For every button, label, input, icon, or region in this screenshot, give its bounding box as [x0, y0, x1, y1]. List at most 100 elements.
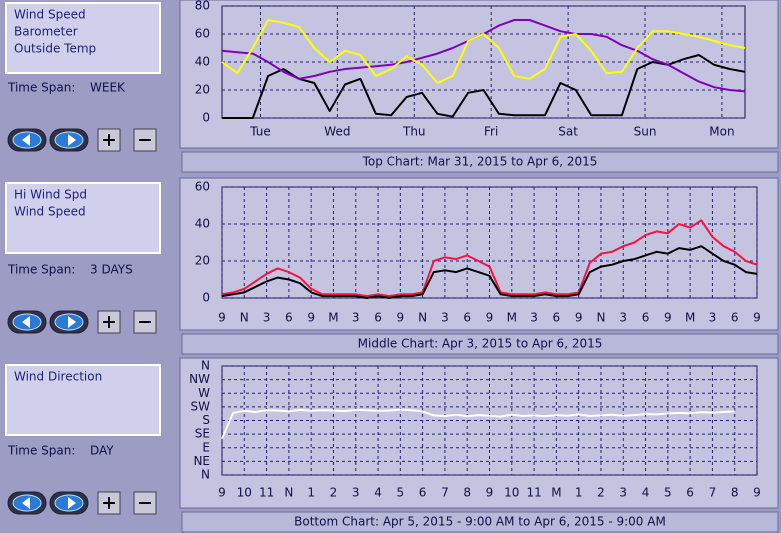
- legend-entry: Outside Temp: [14, 42, 96, 56]
- time-span-label: Time Span:: [7, 444, 75, 458]
- x-tick-label: 4: [374, 486, 382, 500]
- x-tick-label: 5: [397, 486, 405, 500]
- x-tick-label: 3: [441, 311, 449, 325]
- button-arrow[interactable]: [68, 134, 76, 146]
- y-tick-label: N: [201, 359, 210, 373]
- zoom-in-button[interactable]: [97, 128, 121, 152]
- y-tick-label: 40: [195, 55, 210, 69]
- x-tick-label: 6: [285, 311, 293, 325]
- y-tick-label: SE: [195, 427, 210, 441]
- button-arrow[interactable]: [68, 497, 76, 509]
- x-tick-label: 9: [664, 311, 672, 325]
- x-tick-label: M: [507, 311, 517, 325]
- data-line: [221, 19, 746, 84]
- zoom-in-button[interactable]: [97, 310, 121, 334]
- x-tick-label: 9: [307, 311, 315, 325]
- x-tick-label: Wed: [324, 125, 350, 139]
- x-tick-label: 7: [441, 486, 449, 500]
- x-tick-label: M: [685, 311, 695, 325]
- x-tick-label: N: [596, 311, 605, 325]
- data-line: [222, 54, 746, 119]
- x-tick-label: 6: [553, 311, 561, 325]
- x-tick-label: Sun: [634, 125, 657, 139]
- x-tick-label: 3: [352, 486, 360, 500]
- prev-button[interactable]: [7, 310, 47, 334]
- x-tick-label: 4: [642, 486, 650, 500]
- x-tick-label: 8: [463, 486, 471, 500]
- x-tick-label: N: [284, 486, 293, 500]
- x-tick-label: 7: [709, 486, 717, 500]
- next-button[interactable]: [49, 310, 89, 334]
- y-tick-label: NE: [193, 454, 210, 468]
- y-tick-label: 0: [202, 111, 210, 125]
- time-span-value: WEEK: [90, 81, 126, 95]
- x-tick-label: 3: [530, 311, 538, 325]
- x-tick-label: 9: [753, 486, 761, 500]
- time-span-label: Time Span:: [7, 81, 75, 95]
- next-button[interactable]: [49, 491, 89, 515]
- zoom-out-button[interactable]: [133, 491, 157, 515]
- data-line: [221, 245, 758, 299]
- y-tick-label: 0: [202, 291, 210, 305]
- x-tick-label: 2: [330, 486, 338, 500]
- prev-button[interactable]: [7, 491, 47, 515]
- y-tick-label: E: [202, 440, 210, 454]
- button-arrow[interactable]: [68, 316, 76, 328]
- legend: Wind Direction: [14, 370, 102, 384]
- x-tick-label: 9: [486, 486, 494, 500]
- x-tick-label: 9: [218, 311, 226, 325]
- chart-caption: Top Chart: Mar 31, 2015 to Apr 6, 2015: [362, 155, 598, 169]
- x-tick-label: Thu: [402, 125, 426, 139]
- x-tick-label: 3: [619, 486, 627, 500]
- x-tick-label: Fri: [484, 125, 498, 139]
- x-tick-label: 3: [263, 311, 271, 325]
- time-span-label: Time Span:: [7, 263, 75, 277]
- legend-box: [5, 2, 161, 74]
- x-tick-label: 3: [352, 311, 360, 325]
- y-tick-label: NW: [189, 372, 210, 386]
- legend-box: [5, 364, 161, 436]
- button-sign[interactable]: [103, 497, 115, 509]
- next-button[interactable]: [49, 128, 89, 152]
- button-arrow[interactable]: [22, 134, 30, 146]
- data-line: [221, 219, 758, 298]
- button-arrow[interactable]: [22, 316, 30, 328]
- x-tick-label: 1: [575, 486, 583, 500]
- x-tick-label: 6: [686, 486, 694, 500]
- x-tick-label: 1: [307, 486, 315, 500]
- y-tick-label: S: [202, 413, 210, 427]
- x-tick-label: M: [551, 486, 561, 500]
- zoom-in-button[interactable]: [97, 491, 121, 515]
- legend-entry: Hi Wind Spd: [14, 188, 87, 202]
- button-sign[interactable]: [103, 134, 115, 146]
- y-tick-label: SW: [191, 399, 211, 413]
- x-tick-label: 8: [731, 486, 739, 500]
- y-tick-label: N: [201, 468, 210, 482]
- x-tick-label: 3: [709, 311, 717, 325]
- chart-caption: Middle Chart: Apr 3, 2015 to Apr 6, 2015: [358, 337, 603, 351]
- x-tick-label: 6: [463, 311, 471, 325]
- legend-box: [5, 182, 161, 254]
- zoom-out-button[interactable]: [133, 310, 157, 334]
- prev-button[interactable]: [7, 128, 47, 152]
- zoom-out-button[interactable]: [133, 128, 157, 152]
- x-tick-label: 2: [597, 486, 605, 500]
- chart-caption: Bottom Chart: Apr 5, 2015 - 9:00 AM to A…: [294, 515, 666, 529]
- x-tick-label: Tue: [249, 125, 271, 139]
- x-tick-label: 11: [259, 486, 274, 500]
- y-tick-label: 40: [195, 217, 210, 231]
- time-span-value: 3 DAYS: [90, 263, 133, 277]
- y-tick-label: 20: [195, 83, 210, 97]
- button-sign[interactable]: [103, 316, 115, 328]
- x-tick-label: 6: [642, 311, 650, 325]
- time-span-value: DAY: [90, 444, 114, 458]
- x-tick-label: 9: [486, 311, 494, 325]
- legend: Hi Wind Spd Wind Speed: [14, 188, 87, 219]
- x-tick-label: Mon: [709, 125, 734, 139]
- y-tick-label: 80: [195, 0, 210, 13]
- y-tick-label: 60: [195, 27, 210, 41]
- x-tick-label: 9: [753, 311, 761, 325]
- button-arrow[interactable]: [22, 497, 30, 509]
- caption-bar: [181, 511, 779, 533]
